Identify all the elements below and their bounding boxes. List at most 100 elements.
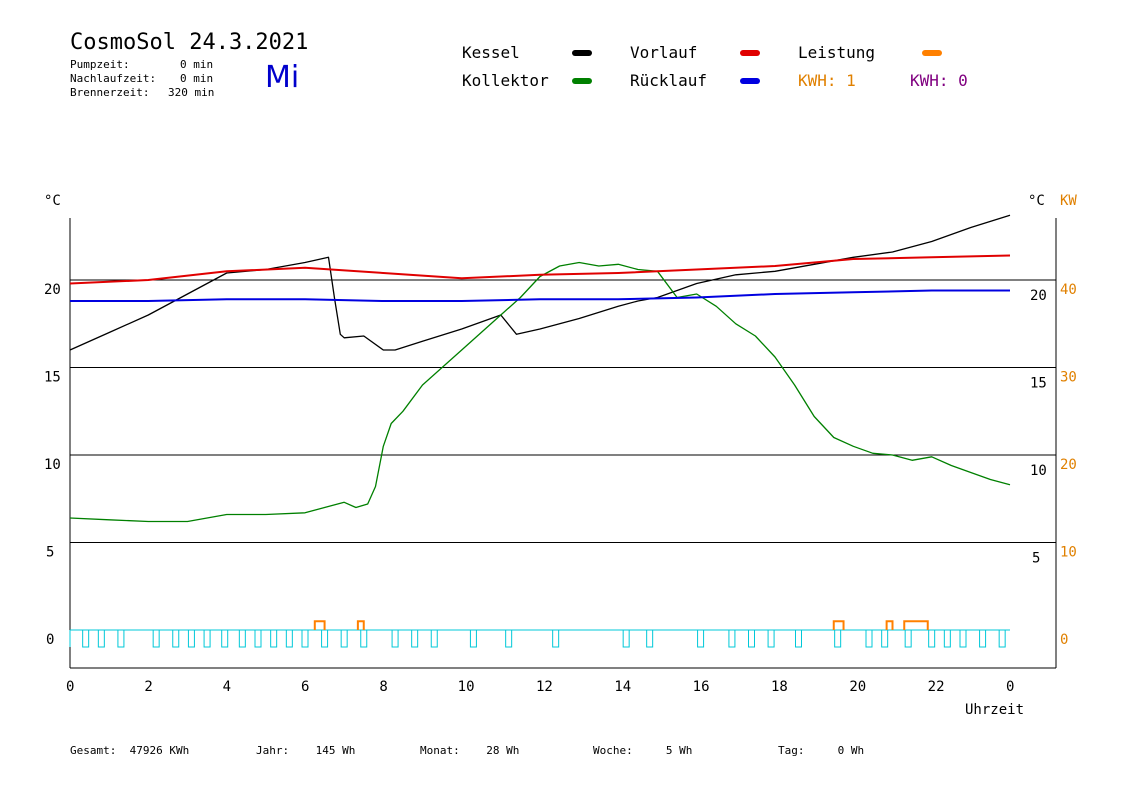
kwh-value-2: KWH: 0 [910,71,968,90]
info-brennerzeit: Brennerzeit: 320 min [70,86,215,99]
legend-vorlauf-swatch [740,50,760,56]
left-axis-unit: °C [44,193,61,209]
pump-pulse [411,629,419,648]
pump-pulse [959,629,967,648]
x-tick-label: 10 [458,679,475,695]
footer-tag: Tag: 0 Wh [778,744,865,757]
pump-pulse [340,629,348,648]
pump-pulse [321,629,329,648]
y-tick-left: 15 [44,370,61,386]
pump-pulse [646,629,654,648]
footer-woche: Woche: 5 Wh [593,744,693,757]
legend-vorlauf-label: Vorlauf [630,43,698,62]
x-tick-label: 4 [223,679,231,695]
x-tick-label: 0 [1006,679,1014,695]
chart-title: CosmoSol 24.3.2021 [70,30,309,55]
info-pumpzeit: Pumpzeit: 0 min [70,58,214,71]
weekday: Mi [265,60,300,95]
pump-pulse [928,629,936,648]
y-tick-left: 0 [46,632,54,648]
x-tick-label: 22 [928,679,945,695]
pump-pulse [82,629,90,648]
pump-pulse [152,629,160,648]
leistung-pulse [903,620,929,630]
pump-pulse [795,629,802,648]
pump-pulse [270,629,278,648]
footer-gesamt: Gesamt: 47926 KWh [70,744,190,757]
pump-pulse [221,629,229,648]
series-line-kollektor [69,261,1011,523]
y-tick-right-temp: 20 [1030,288,1047,304]
pump-pulse [285,629,293,648]
kwh-value-1: KWH: 1 [798,71,856,90]
x-tick-label: 6 [301,679,309,695]
pump-pulse [360,629,368,648]
pump-pulse [552,629,560,648]
pump-pulse [697,629,705,648]
leistung-pulse [832,620,845,630]
x-tick-label: 16 [693,679,710,695]
pump-pulse [728,629,736,648]
pump-pulse [391,629,399,648]
right-axis-unit: °C [1028,193,1045,209]
series-line-rücklauf [70,289,1010,302]
x-tick-label: 0 [66,679,74,695]
pump-pulse [622,629,630,648]
legend-kessel-swatch [572,50,592,56]
pump-pulse [834,629,842,648]
x-tick-label: 12 [536,679,553,695]
pump-pulse [187,629,195,648]
x-tick-label: 20 [849,679,866,695]
x-tick-label: 2 [144,679,152,695]
leistung-pulse [356,620,365,630]
leistung-pulse [885,620,894,630]
legend-kollektor-swatch [572,78,592,84]
legend-ruecklauf-swatch [740,78,760,84]
pump-pulse [767,629,775,648]
y-tick-left: 10 [44,457,61,473]
y-tick-right-kw: 20 [1060,457,1077,473]
y-tick-right-temp: 10 [1030,463,1047,479]
y-tick-right-kw: 0 [1060,632,1068,648]
pump-pulse [748,629,755,648]
legend-leistung-swatch [922,50,942,56]
x-tick-label: 14 [614,679,631,695]
y-tick-left: 20 [44,282,61,298]
pump-pulse [865,629,873,648]
y-tick-left: 5 [46,545,54,561]
pump-pulse [172,629,180,648]
pump-pulse [117,629,125,648]
pump-pulse [943,629,951,648]
x-axis-label: Uhrzeit [965,702,1025,718]
pump-pulse [998,629,1006,648]
y-tick-right-temp: 5 [1032,551,1040,567]
pump-pulse [97,629,105,648]
x-tick-label: 8 [379,679,387,695]
footer-jahr: Jahr: 145 Wh [256,744,356,757]
info-nachlaufzeit: Nachlaufzeit: 0 min [70,72,214,85]
legend-leistung-label: Leistung [798,43,876,62]
y-tick-right-kw: 10 [1060,545,1077,561]
pump-pulse [203,629,211,648]
series-line-vorlauf [69,254,1011,285]
y-tick-right-kw: 30 [1060,370,1077,386]
y-tick-right-kw: 40 [1060,282,1077,298]
x-tick-label: 18 [771,679,788,695]
footer-monat: Monat: 28 Wh [420,744,520,757]
pump-pulse [979,629,987,648]
legend-kollektor-label: Kollektor [462,71,549,90]
y-tick-right-temp: 15 [1030,376,1047,392]
pump-pulse [301,629,309,648]
pump-pulse [881,629,889,648]
pump-pulse [505,629,513,648]
legend-kessel-label: Kessel [462,43,520,62]
pump-pulse [254,629,262,648]
right-axis-unit-kw: KW [1060,193,1077,209]
series-line-kessel [69,214,1011,351]
pump-pulse [469,629,477,648]
pump-pulse [904,629,912,648]
pump-pulse [238,629,246,648]
leistung-pulse [313,620,326,630]
pump-pulse [430,629,438,648]
